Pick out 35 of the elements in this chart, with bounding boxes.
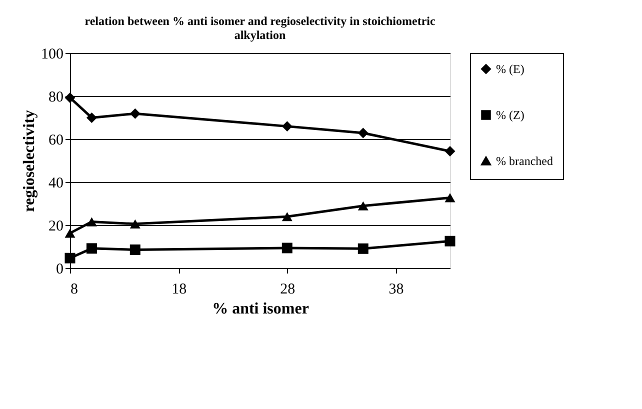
y-tick-label: 100 (41, 46, 64, 62)
legend-label: % (E) (496, 62, 524, 76)
point (64, 228, 76, 238)
legend-label: % (Z) (496, 108, 524, 122)
point (86, 112, 97, 123)
x-tick-label: 28 (280, 282, 296, 298)
point (130, 219, 140, 228)
y-axis-title: regioselectivity (21, 110, 38, 212)
point (358, 201, 368, 210)
x-tick-label: 18 (172, 282, 187, 298)
point (86, 217, 97, 226)
point (282, 242, 292, 254)
point (130, 108, 140, 119)
point (444, 236, 456, 246)
x-tick-label: 8 (70, 282, 78, 298)
y-tick-label: 0 (56, 262, 64, 278)
point (282, 212, 292, 222)
point (64, 92, 76, 103)
y-tick-label: 20 (48, 218, 64, 234)
point (358, 243, 368, 254)
point (444, 193, 456, 202)
text: relation between % anti isomer and regioselectivity in stoichiometric (84, 14, 436, 28)
text: alkylation (234, 28, 286, 42)
y-tick-label: 60 (48, 132, 64, 148)
point (444, 146, 456, 156)
legend-label: % branched (496, 154, 553, 168)
point (130, 244, 140, 255)
x-tick-label: 38 (388, 282, 404, 298)
y-tick-label: 80 (48, 90, 64, 106)
point (86, 243, 97, 254)
x-axis-title: % anti isomer (212, 300, 309, 318)
point (64, 252, 76, 264)
point (358, 128, 368, 138)
point (282, 121, 292, 132)
y-tick-label: 40 (48, 176, 64, 192)
